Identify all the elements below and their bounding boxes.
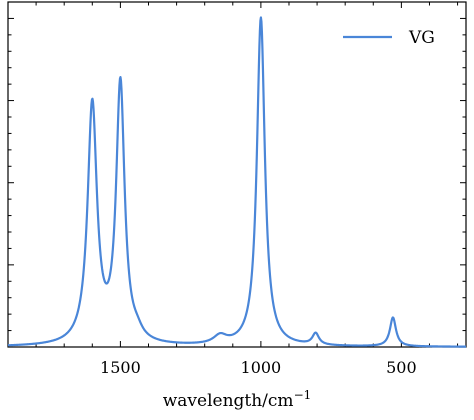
legend-label-vg: VG [408,28,435,48]
axis-ticks [7,1,466,348]
x-tick-label: 1500 [100,358,141,377]
plot-frame [7,1,467,348]
x-axis-label-text: wavelength/cm [163,391,294,411]
x-tick-labels: 1500 1000 500 [100,358,417,377]
legend: VG [343,28,435,48]
x-tick-label: 1000 [241,358,282,377]
x-tick-label: 500 [386,358,417,377]
x-axis-label: wavelength/cm−1 [163,388,312,411]
series-line-vg [7,16,467,348]
x-axis-label-superscript: −1 [294,388,312,402]
